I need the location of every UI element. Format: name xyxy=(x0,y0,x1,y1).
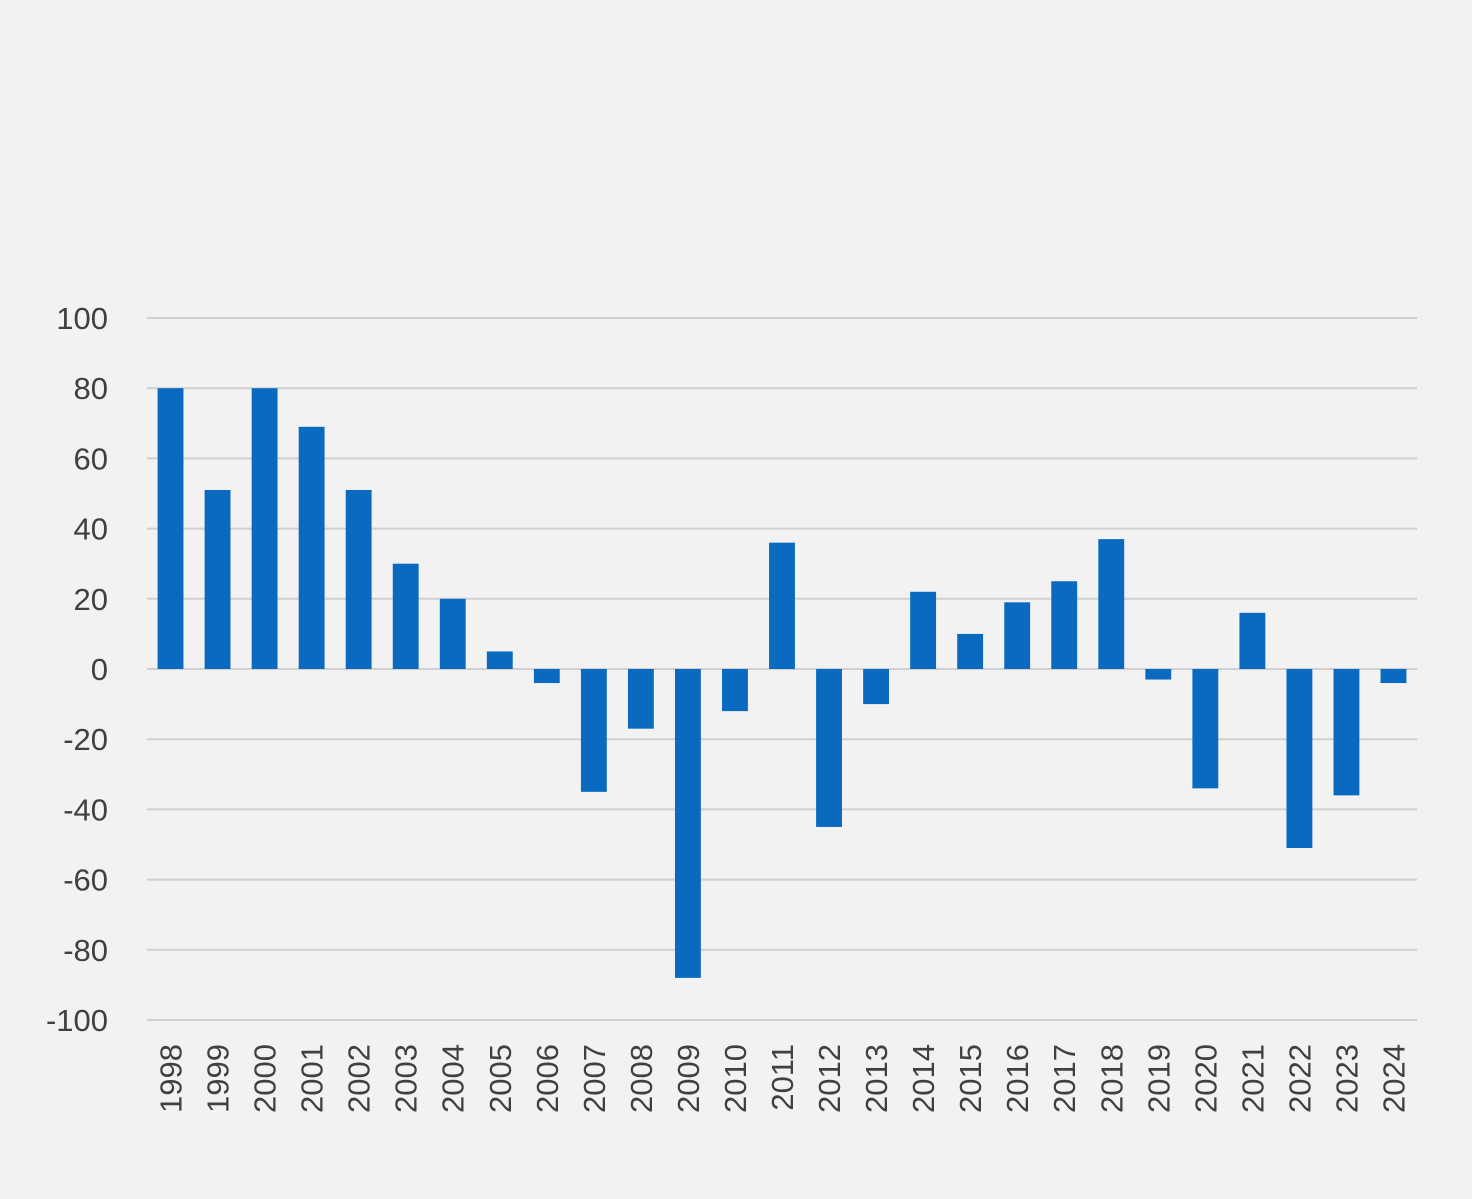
y-tick-label: -20 xyxy=(63,722,108,757)
x-tick-label: 2024 xyxy=(1376,1044,1411,1113)
y-axis-tick-labels: 100 80 60 40 20 0 -20 -40 -60 -80 -100 xyxy=(46,301,108,1038)
bar-2009 xyxy=(674,669,701,978)
x-tick-label: 2013 xyxy=(859,1044,894,1113)
y-tick-label: -80 xyxy=(63,933,108,968)
x-tick-label: 1999 xyxy=(201,1044,236,1113)
x-tick-label: 2022 xyxy=(1282,1044,1317,1113)
bar-2020 xyxy=(1192,669,1219,789)
y-tick-label: 60 xyxy=(74,441,108,476)
x-tick-label: 2021 xyxy=(1235,1044,1270,1113)
bar-2019 xyxy=(1145,669,1172,680)
bar-2003 xyxy=(392,563,419,669)
y-tick-label: 0 xyxy=(91,652,108,687)
y-tick-label: 100 xyxy=(56,301,108,336)
y-tick-label: 40 xyxy=(74,512,108,547)
bar-2001 xyxy=(298,426,325,669)
bar-2002 xyxy=(345,489,372,669)
bar-2015 xyxy=(957,633,984,669)
x-tick-label: 2005 xyxy=(483,1044,518,1113)
bar-2016 xyxy=(1004,602,1031,669)
bar-2022 xyxy=(1286,669,1313,849)
x-tick-label: 2008 xyxy=(624,1044,659,1113)
x-tick-label: 2010 xyxy=(718,1044,753,1113)
x-tick-label: 2007 xyxy=(577,1044,612,1113)
x-tick-label: 2004 xyxy=(436,1044,471,1113)
bars xyxy=(157,388,1407,978)
bar-2013 xyxy=(863,669,890,705)
bar-2011 xyxy=(769,542,795,669)
bar-2010 xyxy=(722,669,748,712)
x-tick-label: 2015 xyxy=(953,1044,988,1113)
x-tick-label: 2009 xyxy=(671,1044,706,1113)
bar-2006 xyxy=(533,669,560,684)
x-tick-label: 2018 xyxy=(1094,1044,1129,1113)
x-tick-label: 2020 xyxy=(1188,1044,1223,1113)
y-tick-label: 20 xyxy=(74,582,108,617)
bar-1998 xyxy=(157,388,184,669)
x-tick-label: 2023 xyxy=(1329,1044,1364,1113)
bar-2008 xyxy=(627,669,654,729)
bar-2005 xyxy=(486,651,513,669)
bar-2012 xyxy=(816,669,842,827)
x-tick-label: 1998 xyxy=(154,1044,189,1113)
x-tick-label: 2003 xyxy=(389,1044,424,1113)
x-tick-label: 2019 xyxy=(1141,1044,1176,1113)
bar-2018 xyxy=(1098,539,1125,669)
bar-2000 xyxy=(251,388,278,669)
bar-2007 xyxy=(580,669,607,792)
bar-2024 xyxy=(1380,669,1407,684)
x-tick-label: 2000 xyxy=(248,1044,283,1113)
x-tick-label: 2014 xyxy=(906,1044,941,1113)
y-tick-label: 80 xyxy=(74,371,108,406)
bar-1999 xyxy=(204,489,231,669)
bar-2021 xyxy=(1239,612,1266,669)
bar-2004 xyxy=(439,598,466,669)
x-tick-label: 2016 xyxy=(1000,1044,1035,1113)
x-tick-label: 2017 xyxy=(1047,1044,1082,1113)
y-tick-label: -60 xyxy=(63,863,108,898)
x-tick-label: 2012 xyxy=(812,1044,847,1113)
bar-2014 xyxy=(910,591,937,669)
x-tick-label: 2011 xyxy=(765,1044,800,1111)
y-tick-label: -40 xyxy=(63,792,108,827)
x-tick-label: 2006 xyxy=(530,1044,565,1113)
bar-2023 xyxy=(1333,669,1360,796)
y-tick-label: -100 xyxy=(46,1003,108,1038)
bar-2017 xyxy=(1051,581,1078,669)
x-tick-label: 2002 xyxy=(342,1044,377,1113)
x-axis-tick-labels: 1998 1999 2000 2001 2002 2003 2004 2005 2006 2007… xyxy=(154,1044,1412,1113)
x-tick-label: 2001 xyxy=(295,1044,330,1113)
